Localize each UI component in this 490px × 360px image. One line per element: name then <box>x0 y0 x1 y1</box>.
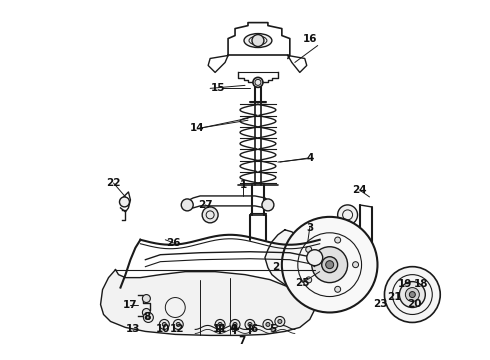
Circle shape <box>248 323 252 327</box>
Circle shape <box>338 205 358 225</box>
Circle shape <box>159 319 169 329</box>
Circle shape <box>143 294 150 302</box>
Circle shape <box>335 286 341 292</box>
Text: 19: 19 <box>398 279 413 289</box>
Circle shape <box>245 319 255 329</box>
Circle shape <box>144 312 153 323</box>
Circle shape <box>306 277 312 283</box>
Circle shape <box>306 247 312 252</box>
Text: 11: 11 <box>213 324 227 334</box>
Text: 18: 18 <box>414 279 429 289</box>
Circle shape <box>147 315 150 319</box>
Polygon shape <box>265 230 328 288</box>
Circle shape <box>181 199 193 211</box>
Circle shape <box>338 239 358 259</box>
Circle shape <box>335 237 341 243</box>
Text: 13: 13 <box>126 324 141 334</box>
Polygon shape <box>100 270 315 336</box>
Circle shape <box>176 323 180 327</box>
Text: 10: 10 <box>156 324 171 334</box>
Circle shape <box>405 288 419 302</box>
Text: 2: 2 <box>272 262 279 272</box>
Text: 4: 4 <box>306 153 314 163</box>
Text: 9: 9 <box>230 324 238 334</box>
Circle shape <box>275 316 285 327</box>
Circle shape <box>215 319 225 329</box>
Circle shape <box>202 207 218 223</box>
Circle shape <box>399 282 425 307</box>
Circle shape <box>252 35 264 46</box>
Circle shape <box>262 199 274 211</box>
Circle shape <box>338 222 358 242</box>
Circle shape <box>338 256 358 276</box>
Text: 23: 23 <box>373 298 388 309</box>
Text: 21: 21 <box>387 292 402 302</box>
Circle shape <box>326 261 334 269</box>
Circle shape <box>143 309 150 316</box>
Text: 24: 24 <box>352 185 367 195</box>
Circle shape <box>173 319 183 329</box>
Ellipse shape <box>244 33 272 48</box>
Text: 26: 26 <box>166 238 180 248</box>
Circle shape <box>253 77 263 87</box>
Circle shape <box>278 319 282 323</box>
Text: 12: 12 <box>170 324 185 334</box>
Circle shape <box>162 323 166 327</box>
Circle shape <box>233 323 237 327</box>
Text: 8: 8 <box>144 312 151 323</box>
Text: 7: 7 <box>238 336 245 346</box>
Circle shape <box>230 319 240 329</box>
Text: 6: 6 <box>250 324 258 334</box>
Text: 22: 22 <box>106 178 121 188</box>
Circle shape <box>322 257 338 273</box>
Circle shape <box>263 319 273 329</box>
Text: 16: 16 <box>302 33 317 44</box>
Text: 3: 3 <box>306 223 314 233</box>
Text: 20: 20 <box>407 298 421 309</box>
Text: 1: 1 <box>240 180 246 190</box>
Text: 17: 17 <box>123 300 138 310</box>
Circle shape <box>282 217 377 312</box>
Text: 15: 15 <box>211 84 225 93</box>
Circle shape <box>385 267 440 323</box>
Text: 14: 14 <box>190 123 204 133</box>
Circle shape <box>409 292 416 298</box>
Text: 27: 27 <box>198 200 213 210</box>
Text: 5: 5 <box>270 324 276 334</box>
Circle shape <box>120 197 129 207</box>
Text: 25: 25 <box>295 278 310 288</box>
Circle shape <box>218 323 222 327</box>
Circle shape <box>307 250 323 266</box>
Circle shape <box>353 262 359 268</box>
Circle shape <box>266 323 270 327</box>
Circle shape <box>312 247 347 283</box>
